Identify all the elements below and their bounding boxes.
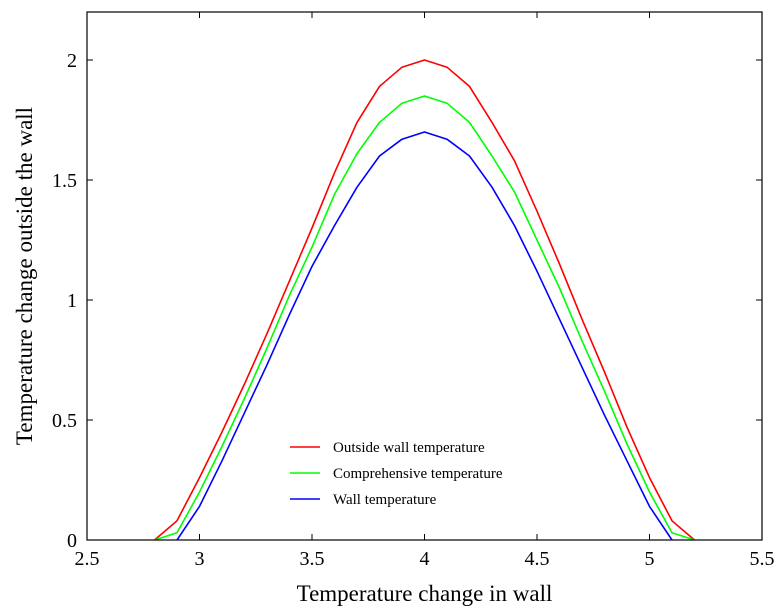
y-axis-label: Temperature change outside the wall xyxy=(12,107,37,445)
x-tick-label: 4 xyxy=(420,548,430,570)
legend-entry-label: Wall temperature xyxy=(333,492,437,508)
series-line-3 xyxy=(176,131,673,541)
y-tick-label: 2 xyxy=(67,50,77,72)
series-line-1 xyxy=(153,59,696,541)
series-line-2 xyxy=(154,95,695,541)
plot-frame xyxy=(86,11,763,541)
y-tick-label: 1 xyxy=(67,290,77,312)
legend-entry-label: Comprehensive temperature xyxy=(333,466,503,482)
x-axis-label: Temperature change in wall xyxy=(297,581,553,606)
x-tick-label: 3 xyxy=(195,548,205,570)
x-tick-label: 3.5 xyxy=(300,548,325,570)
y-tick-label: 0.5 xyxy=(52,410,77,432)
x-tick-label: 2.5 xyxy=(75,548,100,570)
legend-entry-label: Outside wall temperature xyxy=(333,440,485,456)
x-tick-label: 5.5 xyxy=(750,548,775,570)
y-tick-label: 0 xyxy=(67,530,77,552)
x-tick-label: 5 xyxy=(645,548,655,570)
x-tick-label: 4.5 xyxy=(525,548,550,570)
y-tick-label: 1.5 xyxy=(52,170,77,192)
